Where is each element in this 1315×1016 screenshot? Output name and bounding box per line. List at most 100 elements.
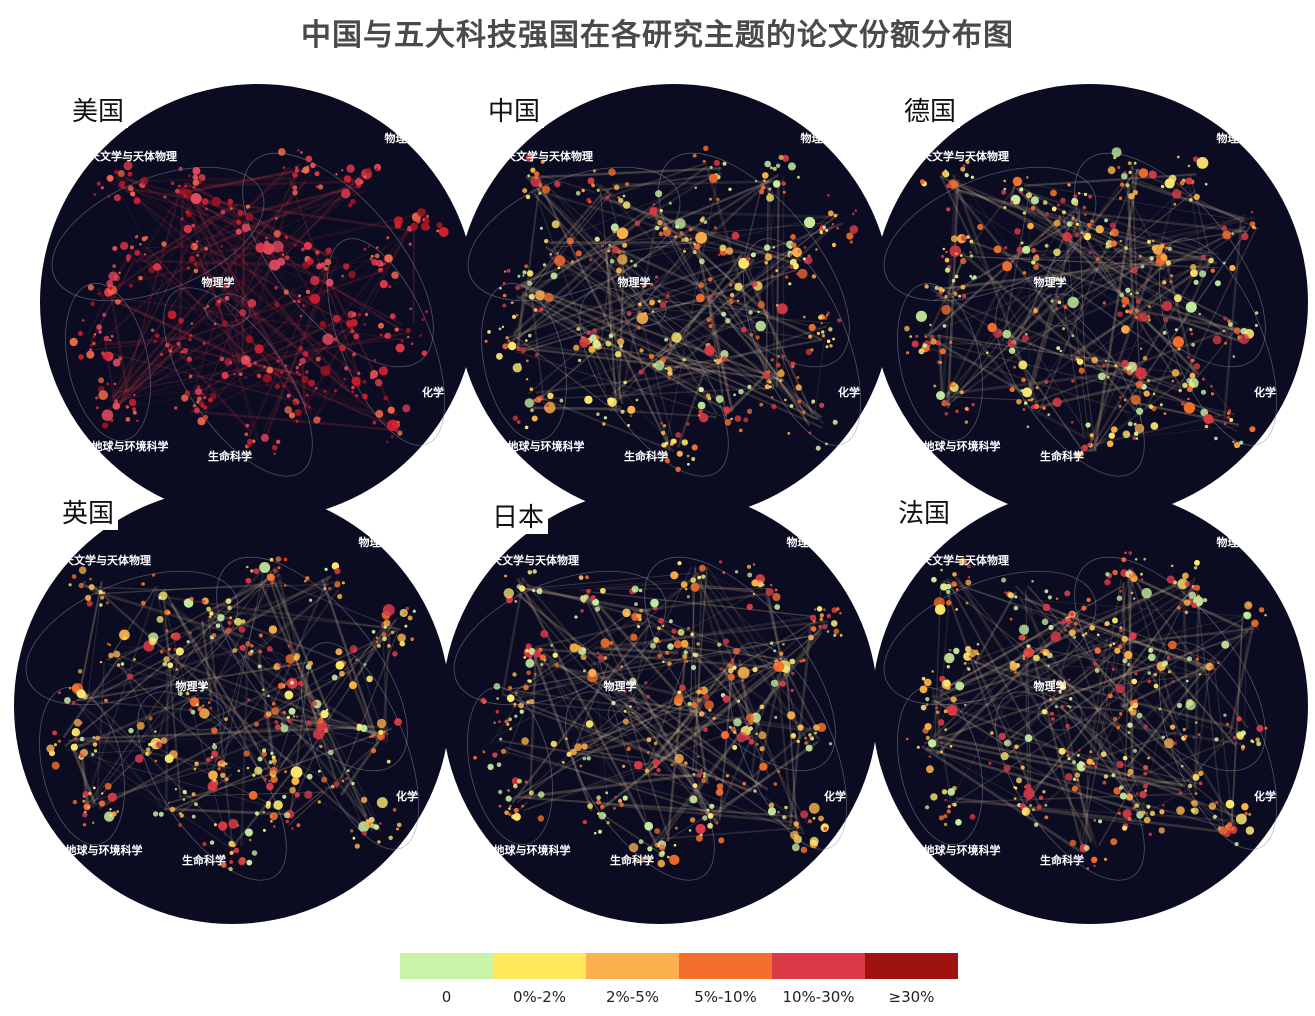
network-link xyxy=(276,580,398,630)
topic-node xyxy=(319,744,323,749)
legend-swatch-5 xyxy=(865,953,958,979)
topic-node xyxy=(768,192,771,196)
topic-node xyxy=(1177,347,1181,351)
topic-node xyxy=(941,305,951,315)
topic-node xyxy=(298,363,302,366)
network-link xyxy=(708,310,731,404)
network-link xyxy=(111,347,179,404)
topic-node xyxy=(245,213,254,222)
topic-node xyxy=(233,373,236,376)
topic-node xyxy=(188,337,192,342)
topic-node xyxy=(1067,705,1070,708)
topic-node xyxy=(694,186,697,189)
topic-node xyxy=(970,175,975,179)
topic-node xyxy=(1184,581,1191,587)
network-link xyxy=(942,581,1005,752)
topic-node xyxy=(304,790,313,799)
topic-node xyxy=(1118,196,1123,200)
topic-node xyxy=(210,393,217,400)
topic-node xyxy=(396,827,399,831)
topic-node xyxy=(123,636,127,640)
topic-node xyxy=(1210,419,1214,424)
topic-node xyxy=(1071,334,1075,338)
network-link xyxy=(160,749,277,808)
topic-node xyxy=(178,823,183,827)
topic-node xyxy=(576,327,581,331)
region-label: 生命科学 xyxy=(208,449,252,463)
topic-node xyxy=(292,190,298,196)
network-link xyxy=(182,270,384,341)
topic-node xyxy=(839,611,842,615)
topic-node xyxy=(113,382,117,386)
topic-node xyxy=(793,821,799,827)
network-link xyxy=(178,176,350,185)
topic-node xyxy=(768,187,772,191)
topic-node xyxy=(233,847,240,854)
topic-node xyxy=(482,750,486,754)
network-link xyxy=(1120,779,1185,785)
network-link xyxy=(80,581,103,687)
topic-node xyxy=(617,254,628,265)
network-link xyxy=(527,762,660,810)
network-link xyxy=(114,197,195,407)
network-link xyxy=(692,567,708,772)
topic-node xyxy=(185,210,189,214)
topic-node xyxy=(357,313,362,317)
topic-node xyxy=(317,184,324,190)
topic-node xyxy=(960,390,964,395)
network-link xyxy=(524,175,650,296)
topic-node xyxy=(438,227,449,237)
topic-node xyxy=(796,376,800,379)
network-link xyxy=(1015,187,1200,376)
topic-node xyxy=(493,721,496,724)
topic-node xyxy=(944,401,947,404)
topic-node xyxy=(119,629,130,641)
topic-node xyxy=(247,438,253,445)
topic-node xyxy=(1236,332,1239,335)
network-link xyxy=(575,650,678,754)
topic-node xyxy=(220,862,227,868)
topic-node xyxy=(53,743,58,747)
topic-node xyxy=(355,177,363,186)
topic-node xyxy=(1115,684,1125,694)
topic-node xyxy=(501,748,507,754)
network-link xyxy=(1068,708,1124,768)
topic-node xyxy=(136,721,145,730)
topic-node xyxy=(946,600,952,606)
topic-node xyxy=(1035,386,1039,390)
topic-node xyxy=(727,673,735,681)
region-outline xyxy=(25,570,239,706)
region-outline xyxy=(179,697,225,731)
network-link xyxy=(1063,202,1243,338)
topic-node xyxy=(389,313,396,320)
topic-node xyxy=(715,788,724,796)
topic-node xyxy=(396,822,402,828)
region-outline xyxy=(453,570,667,706)
topic-node xyxy=(1128,574,1132,577)
topic-node xyxy=(552,652,558,658)
network-link xyxy=(943,800,1234,823)
topic-node xyxy=(294,792,300,798)
topic-node xyxy=(709,803,715,809)
network-link xyxy=(236,185,359,218)
topic-node xyxy=(965,159,970,165)
topic-node xyxy=(192,174,199,180)
network-link xyxy=(105,203,239,296)
topic-node xyxy=(292,401,297,406)
network-link xyxy=(659,827,795,840)
network-link xyxy=(603,255,670,444)
network-link xyxy=(522,283,785,382)
topic-node xyxy=(108,652,114,659)
region-label: 生命科学 xyxy=(1040,853,1084,867)
topic-node xyxy=(1119,628,1123,632)
topic-node xyxy=(1018,360,1028,370)
topic-node xyxy=(1184,610,1189,615)
topic-node xyxy=(1112,642,1116,645)
topic-node xyxy=(683,650,688,655)
topic-node xyxy=(277,566,281,570)
topic-node xyxy=(681,439,688,446)
topic-node xyxy=(1140,578,1144,581)
topic-node xyxy=(1021,334,1029,342)
network-link xyxy=(519,256,561,290)
